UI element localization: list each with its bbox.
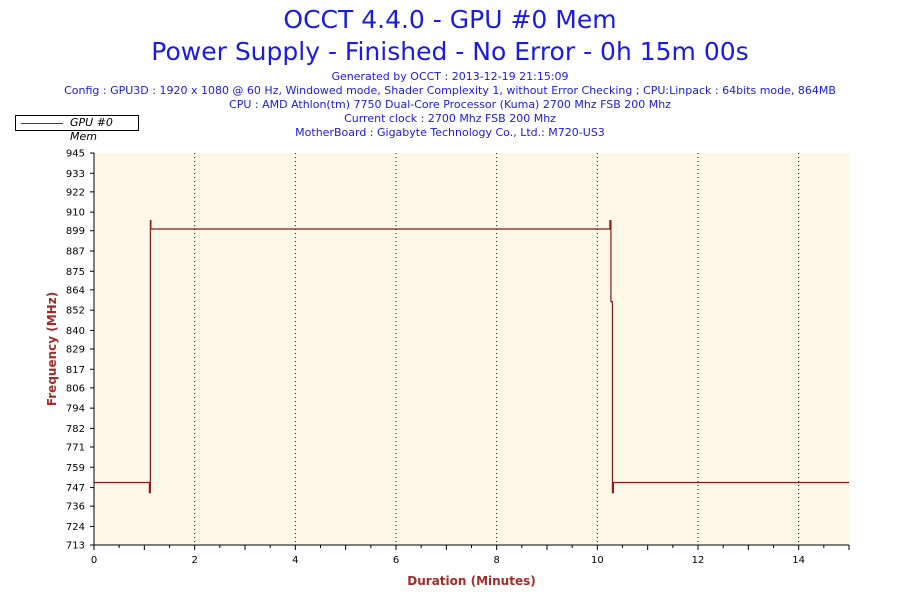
plot-area — [94, 153, 849, 545]
y-axis-title: Frequency (MHz) — [45, 292, 59, 406]
x-tick-label-0: 0 — [91, 555, 97, 566]
cpu-info: CPU : AMD Athlon(tm) 7750 Dual-Core Proc… — [229, 98, 671, 111]
x-axis-title: Duration (Minutes) — [407, 574, 535, 588]
y-tick-label-910: 910 — [66, 208, 85, 219]
y-tick-label-899: 899 — [66, 226, 85, 237]
x-tick-label-4: 4 — [292, 555, 298, 566]
series-line-gpu-mem — [94, 219, 849, 494]
x-tick-label-2: 2 — [191, 555, 197, 566]
y-tick-label-724: 724 — [66, 522, 85, 533]
legend: GPU #0 Mem — [15, 115, 139, 143]
y-tick-label-945: 945 — [66, 149, 85, 160]
y-tick-label-887: 887 — [66, 247, 85, 258]
legend-label: GPU #0 Mem — [70, 116, 113, 143]
x-tick-label-12: 12 — [692, 555, 705, 566]
y-tick-label-852: 852 — [66, 306, 85, 317]
x-axis-ticks: 0 2 4 6 8 10 12 14 — [91, 545, 850, 566]
chart-subtitle: Power Supply - Finished - No Error - 0h … — [151, 37, 749, 66]
x-tick-label-10: 10 — [591, 555, 604, 566]
x-tick-label-6: 6 — [393, 555, 399, 566]
motherboard-info: MotherBoard : Gigabyte Technology Co., L… — [295, 126, 605, 139]
y-tick-label-864: 864 — [66, 285, 85, 296]
x-tick-label-14: 14 — [792, 555, 805, 566]
y-tick-label-875: 875 — [66, 267, 85, 278]
y-tick-label-713: 713 — [66, 541, 85, 552]
y-axis-ticks: 713 724 736 747 759 771 782 794 806 817 829 840 852 8… — [66, 149, 94, 552]
x-tick-label-8: 8 — [493, 555, 499, 566]
y-tick-label-736: 736 — [66, 502, 85, 513]
y-tick-label-817: 817 — [66, 365, 85, 376]
y-tick-label-829: 829 — [66, 345, 85, 356]
y-tick-label-933: 933 — [66, 169, 85, 180]
legend-swatch — [21, 123, 63, 124]
y-tick-label-794: 794 — [66, 404, 85, 415]
y-tick-label-782: 782 — [66, 424, 85, 435]
clock-info: Current clock : 2700 Mhz FSB 200 Mhz — [344, 112, 556, 125]
y-tick-label-747: 747 — [66, 483, 85, 494]
config-info: Config : GPU3D : 1920 x 1080 @ 60 Hz, Wi… — [64, 84, 836, 97]
y-tick-label-771: 771 — [66, 443, 85, 454]
chart-title: OCCT 4.4.0 - GPU #0 Mem — [283, 5, 617, 34]
y-tick-label-806: 806 — [66, 383, 85, 394]
y-tick-label-840: 840 — [66, 326, 85, 337]
grid-lines — [194, 153, 800, 545]
generated-info: Generated by OCCT : 2013-12-19 21:15:09 — [331, 70, 569, 83]
y-tick-label-759: 759 — [66, 463, 85, 474]
y-tick-label-922: 922 — [66, 187, 85, 198]
